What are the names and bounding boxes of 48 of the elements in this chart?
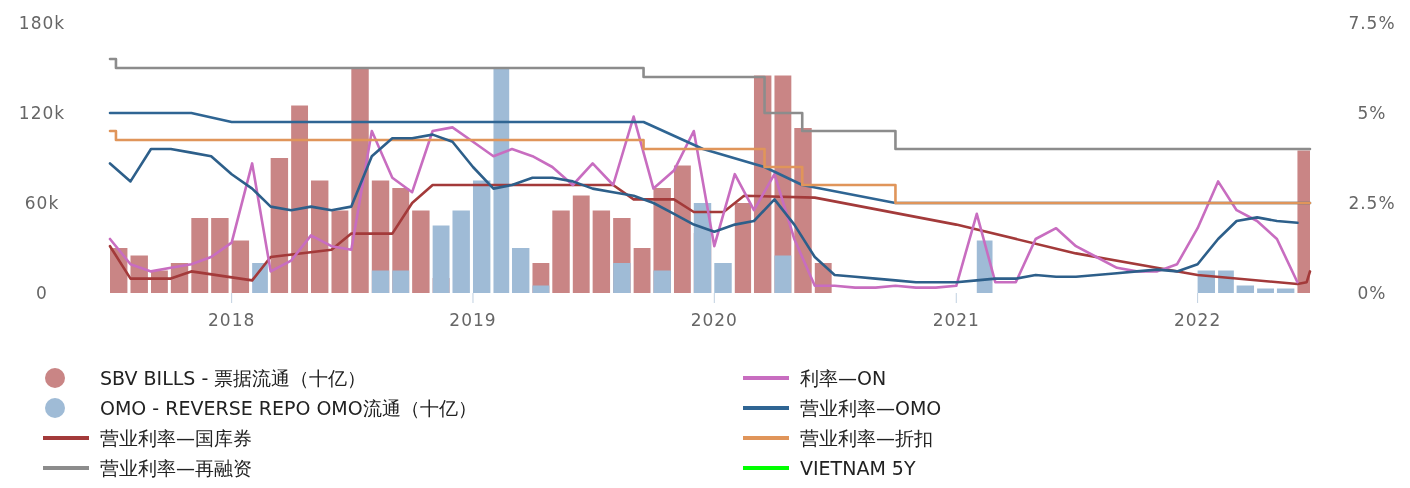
- bar: [592, 210, 611, 293]
- y2-tick-label: 7.5%: [1348, 13, 1396, 33]
- bar: [493, 68, 510, 293]
- legend-label: 利率—ON: [800, 367, 887, 389]
- bar: [511, 248, 530, 293]
- bar: [270, 158, 289, 293]
- legend-label: 营业利率—折扣: [800, 427, 933, 449]
- legend-label: 营业利率—国库券: [100, 427, 252, 449]
- bar: [371, 270, 390, 293]
- y2-tick-label: 0%: [1357, 283, 1387, 303]
- x-tick-label: 2018: [208, 310, 256, 330]
- bar: [1236, 285, 1255, 293]
- y-tick-label: 60k: [24, 193, 60, 213]
- bar: [331, 210, 349, 293]
- x-tick-label: 2021: [932, 310, 980, 330]
- x-tick-label: 2019: [449, 310, 497, 330]
- y-tick-label: 180k: [18, 13, 66, 33]
- y2-tick-label: 5%: [1357, 103, 1387, 123]
- bar: [693, 203, 712, 293]
- x-tick-label: 2022: [1173, 310, 1222, 330]
- y2-tick-label: 2.5%: [1348, 193, 1396, 213]
- y-tick-label: 0: [36, 283, 48, 303]
- bar: [572, 195, 590, 293]
- y-tick-label: 120k: [18, 103, 66, 123]
- bar: [472, 180, 491, 293]
- bar: [412, 210, 430, 293]
- bar: [734, 203, 752, 293]
- bar: [633, 248, 651, 293]
- bar: [191, 218, 209, 293]
- x-tick-label: 2020: [690, 310, 738, 330]
- bar: [532, 285, 550, 293]
- bar: [774, 255, 792, 293]
- bar: [432, 225, 450, 293]
- legend-label: 营业利率—OMO: [800, 397, 942, 419]
- legend-label: 营业利率—再融资: [100, 457, 252, 479]
- legend-label: OMO - REVERSE REPO OMO流通（十亿）: [100, 397, 477, 419]
- bar: [552, 210, 570, 293]
- legend-label: VIETNAM 5Y: [800, 457, 916, 479]
- bar: [452, 210, 470, 293]
- bar: [231, 240, 250, 293]
- bar: [211, 218, 229, 293]
- bar: [653, 270, 671, 293]
- bar: [613, 263, 631, 293]
- bar: [392, 270, 410, 293]
- legend-label: SBV BILLS - 票据流通（十亿）: [100, 367, 367, 389]
- bar: [310, 180, 329, 293]
- bar: [714, 263, 732, 293]
- bar: [673, 165, 691, 293]
